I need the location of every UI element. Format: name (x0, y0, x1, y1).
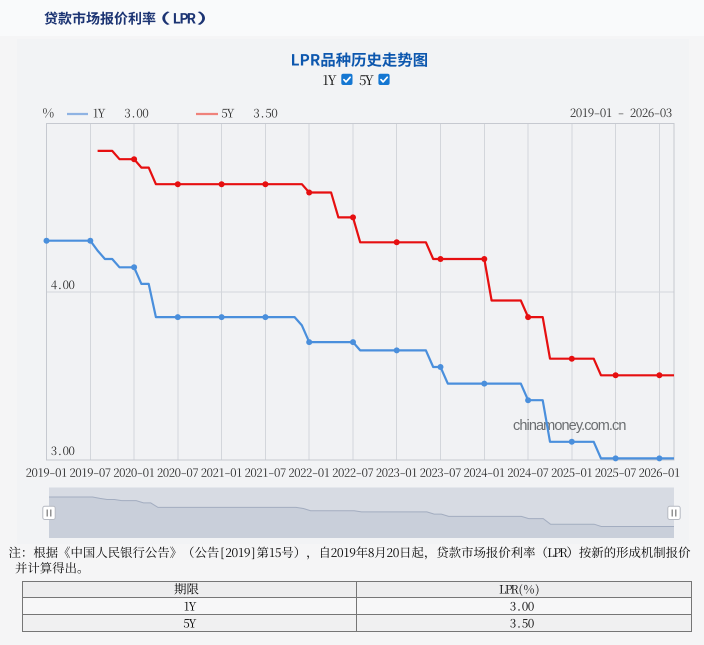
svg-text:chinamoney.com.cn: chinamoney.com.cn (513, 418, 626, 434)
